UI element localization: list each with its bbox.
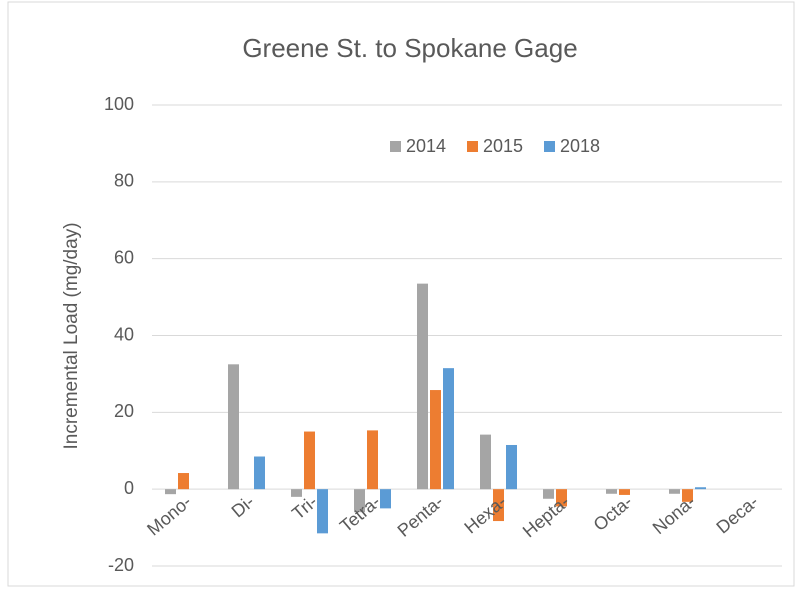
bar [317, 489, 328, 534]
bar [228, 364, 239, 490]
bar [619, 489, 630, 495]
y-tick-label: -20 [108, 555, 134, 575]
bar [606, 489, 617, 494]
bar [354, 489, 365, 513]
bar [304, 431, 315, 490]
bar [506, 444, 517, 490]
y-tick-label: 40 [114, 324, 134, 344]
chart-border [7, 1, 795, 587]
legend-label: 2018 [560, 136, 600, 156]
y-tick-label: 100 [104, 94, 134, 114]
bar [430, 390, 441, 490]
bar [695, 487, 706, 490]
bar [543, 489, 554, 499]
legend-swatch [467, 141, 478, 152]
bar [443, 368, 454, 490]
bar [367, 430, 378, 490]
legend-swatch [390, 141, 401, 152]
bar [165, 489, 176, 495]
bar [380, 489, 391, 509]
legend-swatch [544, 141, 555, 152]
y-tick-label: 20 [114, 401, 134, 421]
bar [178, 473, 189, 490]
bar [291, 489, 302, 497]
y-tick-label: 60 [114, 247, 134, 267]
bar [480, 434, 491, 490]
bar [682, 489, 693, 502]
y-tick-label: 80 [114, 171, 134, 191]
bar [556, 489, 567, 507]
bar [254, 456, 265, 490]
legend-label: 2015 [483, 136, 523, 156]
bar [417, 283, 428, 490]
y-tick-label: 0 [124, 478, 134, 498]
bar [669, 489, 680, 494]
bar [493, 489, 504, 522]
chart-title: Greene St. to Spokane Gage [242, 33, 577, 63]
y-axis-title: Incremental Load (mg/day) [61, 222, 82, 449]
legend-label: 2014 [406, 136, 446, 156]
